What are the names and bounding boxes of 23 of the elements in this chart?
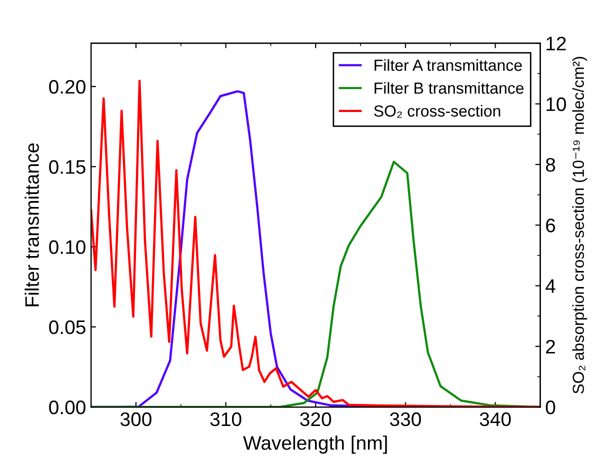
- y-tick-label: 0.05: [49, 320, 86, 334]
- y2-axis-title: SO₂ absorption cross-section (10⁻¹⁹ molec/cm²): [572, 56, 588, 394]
- x-tick-label: 330: [390, 412, 421, 426]
- y2-tick-label: 2: [546, 340, 555, 354]
- y2-tick-label: 4: [546, 279, 556, 293]
- y-tick-label: 0.15: [49, 160, 86, 174]
- x-axis-title: Wavelength [nm]: [243, 436, 387, 454]
- y-axis-title: Filter transmittance: [24, 143, 39, 306]
- y-tick-label: 0.20: [49, 80, 86, 94]
- y2-tick-label: 0: [546, 400, 556, 414]
- x-tick-label: 310: [210, 412, 242, 426]
- y-tick-label: 0.00: [49, 400, 86, 414]
- y2-tick-label: 10: [546, 97, 566, 112]
- y2-tick-label: 12: [546, 36, 566, 50]
- x-tick-label: 300: [120, 412, 152, 426]
- x-tick-label: 320: [300, 412, 332, 426]
- y2-tick-label: 8: [546, 158, 556, 172]
- legend-label: SO₂ cross-section: [374, 104, 500, 118]
- legend-label: Filter B transmittance: [374, 82, 524, 94]
- y2-tick-label: 6: [546, 218, 556, 232]
- y-tick-label: 0.10: [49, 240, 86, 254]
- legend-label: Filter A transmittance: [374, 59, 522, 71]
- x-tick-label: 340: [480, 412, 511, 426]
